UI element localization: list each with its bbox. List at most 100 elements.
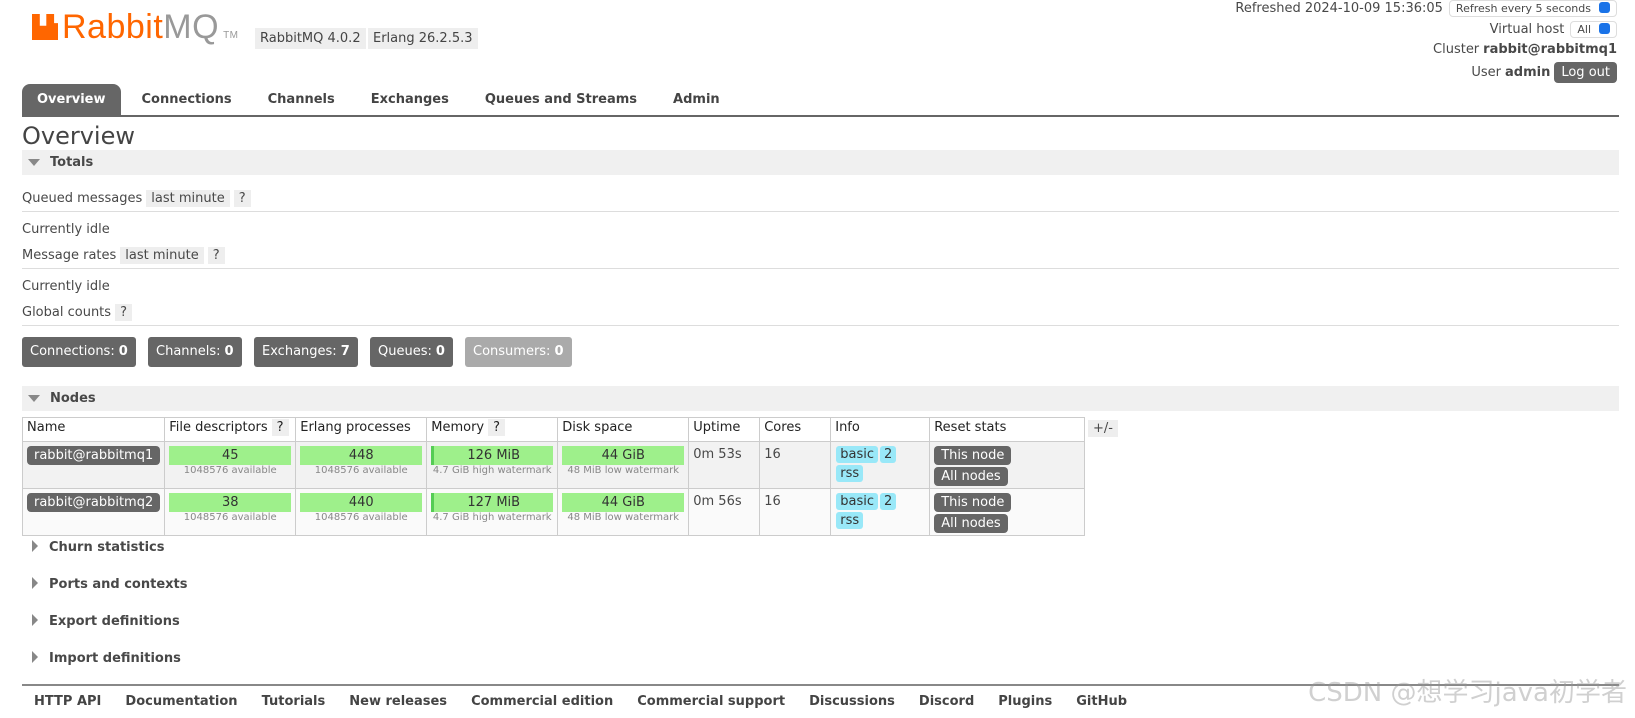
node-name[interactable]: rabbit@rabbitmq2 — [27, 493, 161, 512]
usage-bar: 38 — [169, 493, 292, 512]
section-title: Ports and contexts — [49, 577, 188, 592]
expand-arrow — [32, 614, 38, 626]
version-badge: RabbitMQ 4.0.2 — [255, 28, 366, 49]
tab[interactable]: Channels — [267, 92, 335, 107]
cell: 0m 56s — [688, 488, 761, 536]
count-value: 0 — [224, 344, 234, 359]
footer-link[interactable]: Discord — [918, 694, 975, 709]
cell: 448 1048576 available — [295, 441, 428, 489]
info-badge[interactable]: rss — [836, 465, 864, 482]
tab[interactable]: Overview — [22, 84, 121, 115]
info-badge[interactable]: rss — [836, 512, 864, 529]
tab-bar: Overview Connections Channels Exchanges Queu… — [22, 84, 1619, 117]
status-text: Currently idle — [22, 222, 110, 237]
section-title: Import definitions — [49, 651, 181, 666]
count-button[interactable]: Exchanges: 7 — [254, 337, 358, 367]
cell: basic 2 rss — [830, 441, 931, 489]
label-row: Message rates last minute? — [22, 246, 1619, 269]
footer-link[interactable]: Commercial support — [637, 694, 786, 709]
tab[interactable]: Exchanges — [370, 92, 449, 107]
collapsed-section[interactable]: Churn statistics — [22, 540, 165, 555]
cell: 44 GiB 48 MiB low watermark — [557, 488, 690, 536]
user-label: User — [1471, 65, 1501, 80]
section-header[interactable]: Nodes — [22, 386, 1619, 411]
reset-button[interactable]: This node — [934, 493, 1012, 512]
tab[interactable]: Queues and Streams — [484, 92, 638, 107]
logo: RabbitMQ TM — [32, 8, 239, 47]
footer-link[interactable]: New releases — [349, 694, 448, 709]
section-title: Nodes — [50, 391, 96, 406]
page-title: Overview — [22, 122, 135, 150]
info-badge[interactable]: basic — [836, 446, 878, 463]
reset-button[interactable]: This node — [934, 446, 1012, 465]
tab[interactable]: Admin — [673, 92, 720, 107]
help-button[interactable]: ? — [207, 247, 225, 264]
vhost-select[interactable]: All — [1570, 21, 1617, 38]
footer-link[interactable]: Commercial edition — [471, 694, 614, 709]
range-chip[interactable]: last minute — [146, 190, 230, 207]
usage-bar: 448 — [300, 446, 423, 465]
usage-bar: 44 GiB — [562, 493, 685, 512]
column-title: Name — [27, 420, 66, 435]
help-button[interactable]: ? — [115, 304, 132, 321]
user-row: User admin Log out — [1471, 62, 1617, 83]
collapse-arrow — [28, 159, 40, 166]
usage-sub: 48 MiB low watermark — [567, 465, 680, 476]
section-header[interactable]: Totals — [22, 150, 1619, 175]
help-button[interactable]: ? — [488, 419, 506, 436]
info-badge[interactable]: 2 — [880, 446, 897, 463]
trademark: TM — [223, 30, 239, 41]
expand-arrow — [32, 651, 38, 663]
label: Message rates — [22, 248, 117, 263]
nodes-table: Name File descriptors? Erlang processes Mem… — [21, 417, 1086, 536]
collapsed-section[interactable]: Export definitions — [22, 614, 180, 629]
node-name[interactable]: rabbit@rabbitmq1 — [27, 446, 161, 465]
collapsed-section[interactable]: Ports and contexts — [22, 577, 187, 592]
count-button[interactable]: Connections: 0 — [22, 337, 136, 367]
help-button[interactable]: ? — [233, 190, 251, 207]
usage-sub: 1048576 available — [183, 512, 277, 523]
cell: rabbit@rabbitmq1 — [21, 441, 166, 489]
footer-link[interactable]: Discussions — [809, 694, 895, 709]
collapsed-section[interactable]: Import definitions — [22, 651, 181, 666]
count-value: 7 — [340, 344, 350, 359]
info-badge[interactable]: basic — [836, 493, 878, 510]
footer-link[interactable]: HTTP API — [34, 694, 102, 709]
cell: 16 — [759, 488, 832, 536]
usage-sub: 1048576 available — [314, 465, 408, 476]
vhost-label: Virtual host — [1489, 22, 1565, 37]
usage-sub: 1048576 available — [314, 512, 408, 523]
range-chip[interactable]: last minute — [120, 247, 204, 264]
column-header: Disk space — [557, 417, 690, 442]
count-button[interactable]: Channels: 0 — [148, 337, 242, 367]
help-button[interactable]: ? — [271, 419, 289, 436]
cell: This node All nodes — [929, 441, 1086, 489]
logout-button[interactable]: Log out — [1554, 62, 1617, 83]
count-button[interactable]: Queues: 0 — [370, 337, 453, 367]
footer-link[interactable]: Documentation — [125, 694, 238, 709]
reset-button[interactable]: All nodes — [934, 467, 1008, 486]
count-label: Exchanges: — [262, 344, 337, 359]
cell: 16 — [759, 441, 832, 489]
footer-link[interactable]: Plugins — [998, 694, 1053, 709]
cell: 0m 53s — [688, 441, 761, 489]
cell: 38 1048576 available — [164, 488, 297, 536]
count-button[interactable]: Consumers: 0 — [465, 337, 572, 367]
reset-button[interactable]: All nodes — [934, 514, 1008, 533]
usage-bar: 127 MiB — [431, 493, 554, 512]
column-title: File descriptors — [169, 420, 268, 435]
footer-link[interactable]: GitHub — [1076, 694, 1128, 709]
cell: 440 1048576 available — [295, 488, 428, 536]
label: Global counts — [22, 305, 112, 320]
tab[interactable]: Connections — [141, 92, 232, 107]
usage-bar: 44 GiB — [562, 446, 685, 465]
column-title: Uptime — [693, 420, 741, 435]
count-value: 0 — [118, 344, 128, 359]
collapse-arrow — [28, 395, 40, 402]
info-badge[interactable]: 2 — [880, 493, 897, 510]
columns-toggle[interactable]: +/- — [1088, 420, 1118, 437]
footer-link[interactable]: Tutorials — [261, 694, 326, 709]
usage-sub: 4.7 GiB high watermark — [432, 465, 552, 476]
refresh-select[interactable]: Refresh every 5 seconds — [1448, 0, 1617, 17]
cell: 126 MiB 4.7 GiB high watermark — [426, 441, 559, 489]
